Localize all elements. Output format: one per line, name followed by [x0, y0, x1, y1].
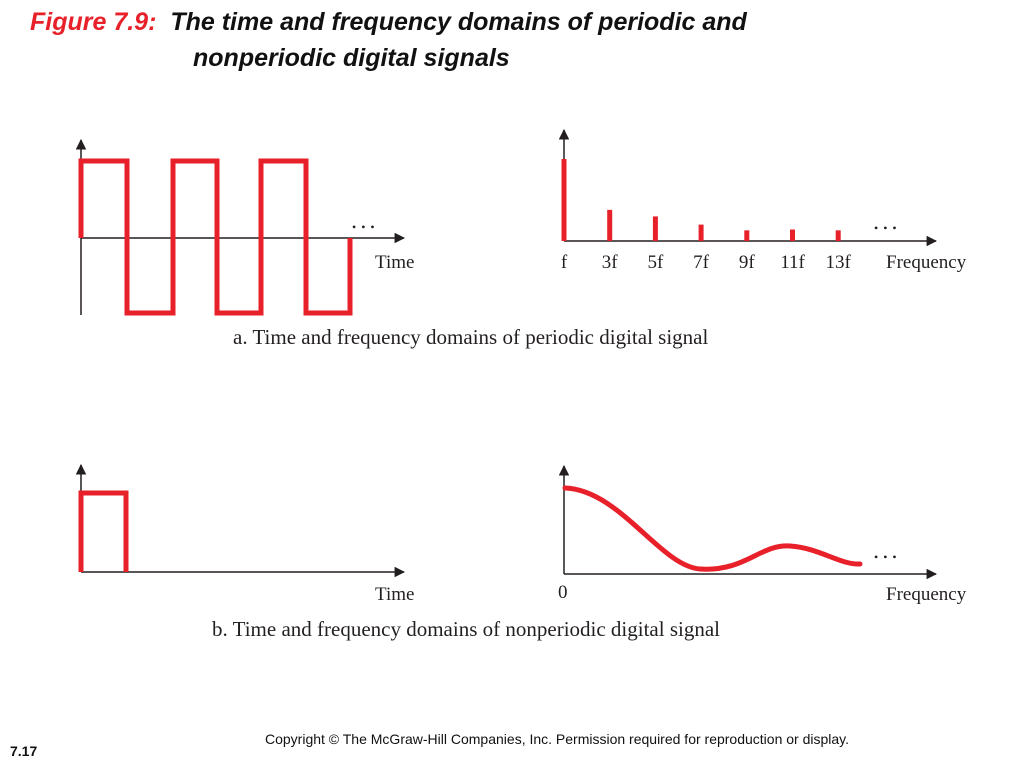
panel-a-time-label: Time: [375, 252, 414, 273]
panel-b-continuous-spectrum: [562, 485, 863, 572]
panel-b-freq-ellipsis: • • •: [874, 550, 898, 564]
harmonic-label-3f: 3f: [602, 252, 619, 273]
harmonic-label-11f: 11f: [780, 252, 805, 273]
panel-b-frequency-domain: • • • 0 Frequency: [558, 464, 967, 605]
panel-b-time-domain: Time: [75, 463, 414, 605]
harmonic-label-7f: 7f: [693, 252, 710, 273]
harmonic-label-5f: 5f: [647, 252, 664, 273]
panel-a-frequency-label: Frequency: [886, 252, 967, 273]
harmonic-label-13f: 13f: [826, 252, 852, 273]
panel-a-time-domain: • • • Time: [75, 138, 414, 316]
copyright-notice: Copyright © The McGraw-Hill Companies, I…: [265, 731, 850, 747]
title-line-2: nonperiodic digital signals: [193, 44, 510, 72]
harmonic-label-9f: 9f: [739, 252, 756, 273]
panel-b-origin-label: 0: [558, 582, 568, 603]
panel-b-caption: b. Time and frequency domains of nonperi…: [212, 617, 720, 641]
panel-a-time-ellipsis: • • •: [352, 220, 376, 234]
panel-b-frequency-label: Frequency: [886, 584, 967, 605]
panel-a-frequency-domain: • • • Frequency f 3f 5f 7f 9f 11f 13f: [558, 128, 967, 273]
title-line-1: The time and frequency domains of period…: [170, 8, 747, 36]
panel-a-freq-ellipsis: • • •: [874, 221, 898, 235]
figure-title: Figure 7.9: The time and frequency domai…: [30, 4, 930, 76]
slide-number: 7.17: [10, 743, 38, 759]
panel-b-single-pulse: [78, 490, 129, 572]
panel-a-caption: a. Time and frequency domains of periodi…: [233, 325, 708, 349]
figure-label: Figure 7.9:: [30, 8, 157, 36]
harmonic-label-f: f: [561, 252, 568, 273]
panel-b-time-label: Time: [375, 584, 414, 605]
panel-a-periodic-square-wave: [78, 158, 353, 316]
